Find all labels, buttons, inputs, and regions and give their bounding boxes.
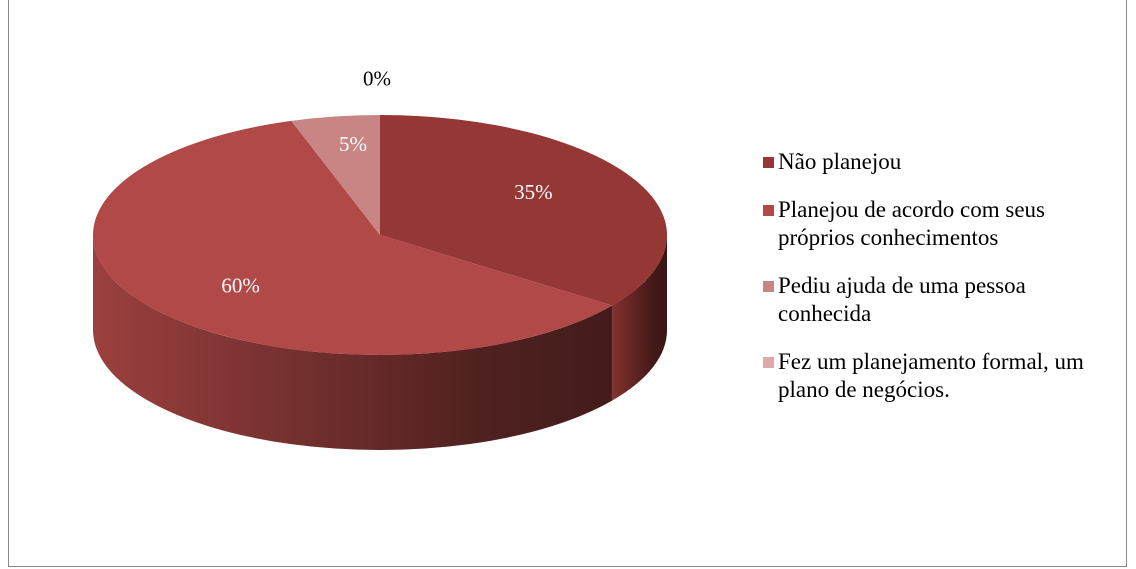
legend-swatch xyxy=(763,357,774,368)
legend-swatch xyxy=(763,205,774,216)
legend-item: Pediu ajuda de uma pessoa conhecida xyxy=(763,272,1123,328)
pie-side-shade xyxy=(93,235,613,450)
data-label: 60% xyxy=(221,274,260,298)
legend-item: Planejou de acordo com seus próprios con… xyxy=(763,196,1123,252)
legend-label: Planejou de acordo com seus próprios con… xyxy=(778,197,1045,250)
pie-slice xyxy=(380,115,668,306)
legend-label: Pediu ajuda de uma pessoa conhecida xyxy=(778,273,1026,326)
pie-tops xyxy=(93,115,668,356)
chart-frame xyxy=(8,0,1127,567)
data-label: 35% xyxy=(514,180,553,204)
legend-item: Fez um planejamento formal, um plano de … xyxy=(763,348,1123,404)
legend-swatch xyxy=(763,281,774,292)
legend-label: Não planejou xyxy=(778,149,902,174)
pie-slice xyxy=(291,115,380,235)
pie-slice xyxy=(93,120,613,356)
legend-swatch xyxy=(763,157,774,168)
legend-label: Fez um planejamento formal, um plano de … xyxy=(778,349,1084,402)
data-label: 0% xyxy=(363,66,391,90)
legend: Não planejou Planejou de acordo com seus … xyxy=(763,148,1123,424)
data-label: 5% xyxy=(339,132,367,156)
pie-sides xyxy=(93,235,667,450)
legend-item: Não planejou xyxy=(763,148,1123,176)
pie-side-shade xyxy=(612,235,667,401)
